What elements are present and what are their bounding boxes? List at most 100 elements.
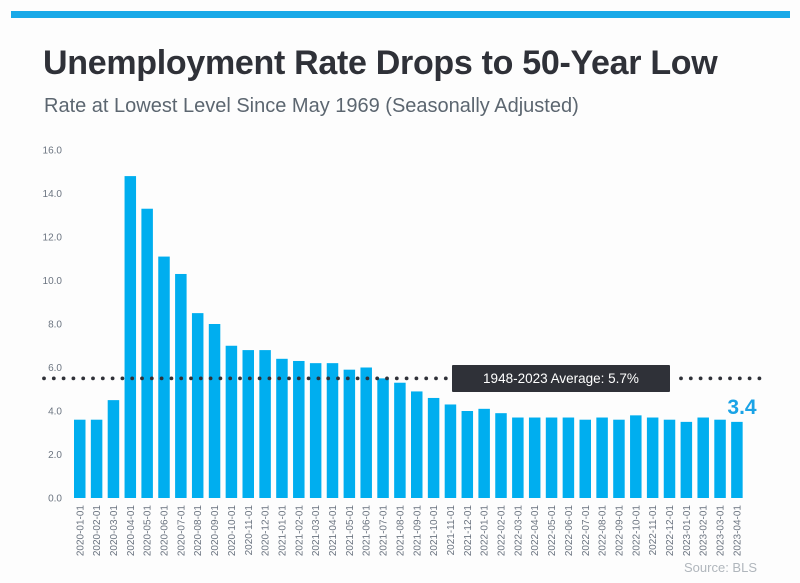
bar-2022-12-01 bbox=[663, 419, 676, 498]
x-tick-label: 2023-04-01 bbox=[732, 505, 743, 557]
average-line-dot bbox=[375, 376, 380, 381]
bar-2022-10-01 bbox=[630, 415, 642, 498]
x-tick-label: 2020-04-01 bbox=[126, 505, 137, 557]
average-line-dot bbox=[218, 376, 223, 381]
average-label: 1948-2023 Average: 5.7% bbox=[452, 365, 670, 392]
average-line-dot bbox=[747, 376, 752, 381]
x-tick-label: 2020-07-01 bbox=[176, 505, 187, 557]
y-tick-label: 10.0 bbox=[43, 276, 63, 287]
average-line-dot bbox=[91, 376, 95, 381]
bar-2020-11-01 bbox=[242, 350, 254, 498]
source-note: Source: BLS bbox=[684, 560, 757, 575]
average-line-dot bbox=[757, 376, 762, 381]
x-tick-label: 2022-03-01 bbox=[513, 505, 524, 557]
bar-2020-08-01 bbox=[191, 313, 204, 498]
x-tick-label: 2021-12-01 bbox=[463, 505, 474, 557]
average-line-dot bbox=[140, 376, 144, 381]
bar-2023-03-01 bbox=[714, 419, 726, 498]
average-line-dot bbox=[394, 376, 399, 381]
average-line-dot bbox=[336, 376, 340, 381]
x-tick-label: 2021-02-01 bbox=[294, 505, 305, 557]
average-line-dot bbox=[385, 376, 389, 381]
x-tick-label: 2021-04-01 bbox=[328, 505, 339, 557]
x-tick-label: 2023-02-01 bbox=[699, 505, 710, 557]
x-tick-label: 2022-10-01 bbox=[631, 505, 642, 557]
average-line-dot bbox=[238, 376, 242, 381]
x-tick-label: 2021-05-01 bbox=[345, 505, 356, 557]
x-tick-label: 2021-10-01 bbox=[429, 505, 440, 557]
average-line-dot bbox=[698, 376, 703, 381]
average-line-dot bbox=[169, 376, 174, 381]
bar-2021-03-01 bbox=[309, 363, 322, 498]
bar-2020-10-01 bbox=[225, 345, 238, 498]
average-line-dot bbox=[267, 376, 272, 381]
average-line-dot bbox=[306, 376, 311, 381]
x-tick-label: 2020-11-01 bbox=[244, 505, 255, 556]
average-line-dot bbox=[424, 376, 429, 381]
average-line-dot bbox=[679, 376, 683, 381]
bar-2022-05-01 bbox=[545, 417, 558, 498]
bar-2021-10-01 bbox=[427, 397, 440, 498]
bar-2020-02-01 bbox=[90, 419, 103, 498]
bar-2021-11-01 bbox=[444, 404, 457, 498]
bar-2023-02-01 bbox=[697, 417, 709, 498]
chart-title: Unemployment Rate Drops to 50-Year Low bbox=[43, 44, 718, 82]
average-line-dot bbox=[316, 376, 321, 381]
bar-2020-04-01 bbox=[124, 176, 137, 498]
bar-2020-03-01 bbox=[107, 400, 120, 498]
average-line-dot bbox=[345, 376, 350, 381]
x-axis: 2020-01-01 2020-02-01 2020-03-01 2020-04-01… bbox=[75, 505, 743, 557]
average-line-dot bbox=[81, 376, 86, 381]
average-line-dot bbox=[326, 376, 331, 381]
bar-2021-02-01 bbox=[293, 360, 305, 498]
average-line-dot bbox=[130, 376, 135, 381]
bar-2022-11-01 bbox=[646, 417, 659, 498]
bar-2022-09-01 bbox=[613, 419, 625, 498]
x-tick-label: 2020-08-01 bbox=[193, 505, 204, 557]
y-tick-label: 12.0 bbox=[43, 233, 63, 244]
average-line-dot bbox=[179, 376, 184, 381]
average-reference-line bbox=[42, 376, 762, 381]
x-tick-label: 2020-09-01 bbox=[210, 505, 221, 557]
x-tick-label: 2022-11-01 bbox=[648, 505, 659, 556]
x-tick-label: 2022-04-01 bbox=[530, 505, 541, 557]
average-line-dot bbox=[737, 376, 742, 381]
x-tick-label: 2022-05-01 bbox=[547, 505, 558, 557]
bar-2020-09-01 bbox=[208, 324, 221, 498]
x-tick-label: 2022-07-01 bbox=[581, 505, 592, 557]
x-tick-label: 2023-03-01 bbox=[716, 505, 727, 557]
bar-2022-07-01 bbox=[579, 419, 591, 498]
average-line-dot bbox=[42, 376, 46, 381]
chart-subtitle: Rate at Lowest Level Since May 1969 (Sea… bbox=[44, 95, 579, 117]
bar-2022-08-01 bbox=[596, 417, 608, 498]
bar-2022-02-01 bbox=[495, 413, 507, 498]
bar-2021-08-01 bbox=[394, 382, 406, 498]
y-tick-label: 14.0 bbox=[43, 189, 63, 200]
average-line-dot bbox=[257, 376, 262, 381]
bar-2020-12-01 bbox=[259, 350, 271, 498]
x-tick-label: 2021-08-01 bbox=[395, 505, 406, 557]
bar-2020-06-01 bbox=[158, 256, 170, 498]
average-line-dot bbox=[208, 376, 213, 381]
x-tick-label: 2022-09-01 bbox=[614, 505, 625, 557]
average-line-dot bbox=[159, 376, 164, 381]
x-tick-label: 2021-01-01 bbox=[277, 505, 288, 557]
bar-2021-09-01 bbox=[411, 391, 423, 498]
x-tick-label: 2021-09-01 bbox=[412, 505, 423, 557]
y-tick-label: 6.0 bbox=[48, 363, 62, 374]
bar-2023-01-01 bbox=[680, 421, 693, 498]
bar-2022-06-01 bbox=[562, 417, 575, 498]
average-label-box bbox=[452, 365, 670, 392]
average-line-dot bbox=[71, 376, 76, 381]
x-tick-label: 2020-12-01 bbox=[261, 505, 272, 557]
y-axis: 0.0 2.0 4.0 6.0 8.0 10.0 12.0 14.0 16.0 bbox=[43, 146, 63, 505]
x-tick-label: 2020-10-01 bbox=[227, 505, 238, 557]
x-tick-label: 2020-02-01 bbox=[92, 505, 103, 557]
bars bbox=[74, 176, 743, 498]
bar-2023-04-01 bbox=[731, 421, 743, 498]
y-tick-label: 0.0 bbox=[48, 494, 62, 505]
average-line-dot bbox=[120, 376, 125, 381]
bar-2021-12-01 bbox=[461, 411, 474, 498]
x-tick-label: 2022-02-01 bbox=[497, 505, 508, 557]
